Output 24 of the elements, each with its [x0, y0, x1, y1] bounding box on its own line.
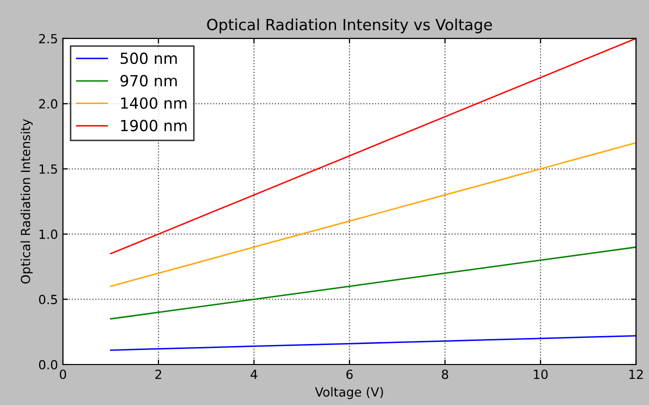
legend-label: 500 nm [120, 52, 177, 64]
y-tick-label: 1.5 [40, 164, 57, 174]
x-axis-title: Voltage (V) [315, 387, 383, 400]
x-tick-label: 6 [346, 370, 353, 380]
y-tick-label: 2.5 [39, 34, 57, 44]
legend-label: 970 nm [120, 74, 177, 86]
x-tick-label: 10 [534, 370, 548, 380]
line-series [110, 142, 636, 287]
y-tick-label: 0.0 [39, 360, 58, 370]
y-tick-label: 2.0 [39, 99, 58, 109]
x-tick-label: 2 [155, 370, 162, 379]
line-series [110, 335, 636, 351]
line-series [110, 246, 636, 320]
x-tick-label: 8 [442, 370, 448, 380]
line-series [110, 38, 636, 254]
y-axis-title: Optical Radiation Intensity [20, 119, 33, 284]
x-tick-label: 0 [60, 370, 66, 380]
chart-title: Optical Radiation Intensity vs Voltage [207, 18, 492, 34]
y-tick-label: 0.5 [39, 294, 57, 304]
x-tick-label: 4 [250, 370, 258, 379]
legend-label: 1400 nm [121, 97, 186, 109]
y-tick-label: 1.0 [40, 230, 58, 240]
x-tick-label: 12 [629, 370, 643, 379]
legend-label: 1900 nm [121, 120, 186, 132]
